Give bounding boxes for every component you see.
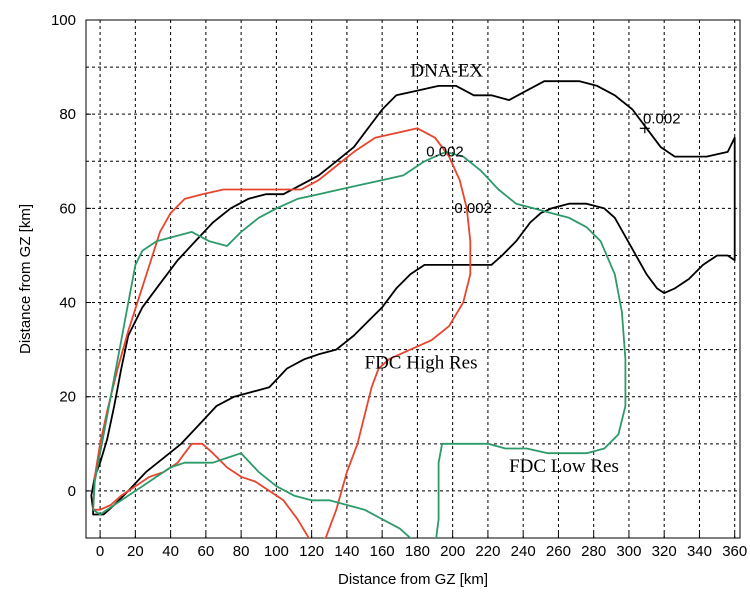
x-tick-label: 40 <box>162 543 179 560</box>
grid-lines <box>86 19 740 538</box>
x-tick-label: 280 <box>581 543 606 560</box>
x-tick-label: 120 <box>299 543 324 560</box>
contour-label: 0.002 <box>426 144 464 161</box>
y-axis-title: Distance from GZ [km] <box>17 204 34 354</box>
x-tick-label: 20 <box>127 543 144 560</box>
x-tick-label: 140 <box>334 543 359 560</box>
series-dna-line <box>90 80 736 516</box>
x-axis-title: Distance from GZ [km] <box>338 571 488 588</box>
series-layer <box>90 80 736 538</box>
x-tick-label: 100 <box>264 543 289 560</box>
tick-labels: 0 20 40 60 80 100 120 140 160 180 200 220 240 260 280 3… <box>51 12 747 560</box>
x-tick-label: 240 <box>511 543 536 560</box>
y-tick-label: 100 <box>51 12 76 29</box>
plus-marker <box>639 123 650 134</box>
contour-label: 0.002 <box>643 111 681 128</box>
contour-label: 0.002 <box>454 200 492 217</box>
annotations: DNA-EX 0.002 0.002 0.002 FDC High Res FDC Low… <box>365 61 681 478</box>
y-tick-label: 0 <box>68 483 76 500</box>
x-tick-label: 360 <box>722 543 747 560</box>
y-tick-label: 60 <box>59 200 76 217</box>
series-label: FDC High Res <box>365 352 478 373</box>
series-label: DNA-EX <box>410 61 483 82</box>
y-tick-label: 20 <box>59 389 76 406</box>
plot-area <box>85 19 741 539</box>
series-label: FDC Low Res <box>509 456 619 477</box>
x-tick-label: 340 <box>687 543 712 560</box>
x-tick-label: 260 <box>546 543 571 560</box>
y-tick-label: 40 <box>59 295 76 312</box>
x-tick-label: 320 <box>652 543 677 560</box>
y-tick-label: 80 <box>59 106 76 123</box>
x-tick-label: 60 <box>198 543 215 560</box>
x-tick-label: 180 <box>405 543 430 560</box>
series-low-line <box>92 151 627 538</box>
x-tick-label: 200 <box>440 543 465 560</box>
x-tick-label: 160 <box>370 543 395 560</box>
x-tick-label: 300 <box>616 543 641 560</box>
x-tick-label: 80 <box>233 543 250 560</box>
series-high-line <box>92 127 472 538</box>
x-tick-label: 0 <box>96 543 104 560</box>
x-tick-label: 220 <box>475 543 500 560</box>
